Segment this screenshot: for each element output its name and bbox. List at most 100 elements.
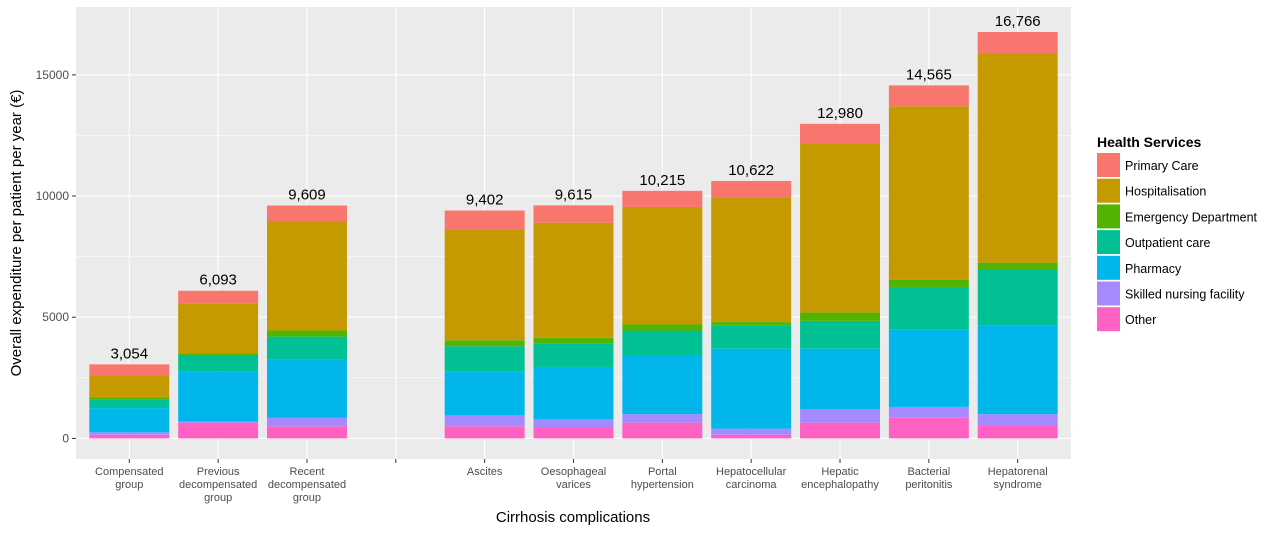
bar-segment [711, 197, 792, 323]
legend-swatch [1097, 204, 1120, 229]
bar-segment [89, 399, 170, 409]
bar-segment [622, 414, 703, 423]
bar-segment [89, 375, 170, 398]
x-tick-label: Portal hypertension [631, 466, 694, 491]
x-tick-label: Previous decompensated group [179, 466, 257, 504]
bar-segment [888, 286, 969, 330]
total-label: 9,609 [288, 187, 326, 204]
x-tick-label-line: carcinoma [726, 479, 778, 491]
bar-segment [711, 325, 792, 349]
bar-segment [178, 353, 259, 356]
x-tick-label: Ascites [467, 466, 503, 478]
bar-segment [267, 205, 347, 222]
bar-segment [622, 422, 703, 439]
bar-segment [888, 279, 969, 287]
total-label: 10,215 [639, 172, 685, 189]
bar-segment [444, 229, 525, 341]
bar-segment [444, 426, 525, 439]
bar-segment [178, 303, 259, 354]
x-tick-label-line: hypertension [631, 479, 694, 491]
bar-segment [178, 421, 259, 423]
bar-segment [977, 53, 1058, 263]
x-tick-label-line: group [293, 492, 321, 504]
bar-segment [533, 205, 614, 223]
legend-title: Health Services [1097, 134, 1201, 150]
legend-label: Emergency Department [1125, 210, 1258, 224]
bar-segment [267, 359, 347, 418]
x-tick-label-line: decompensated [179, 479, 257, 491]
total-label: 9,615 [555, 186, 593, 203]
bar-segment [622, 190, 703, 207]
bar-segment [800, 422, 880, 439]
total-label: 6,093 [199, 272, 237, 289]
legend-swatch [1097, 230, 1120, 255]
bar-segment [800, 348, 880, 410]
legend-label: Pharmacy [1125, 262, 1182, 276]
y-tick-label: 15000 [36, 68, 70, 82]
y-tick-label: 5000 [42, 310, 69, 324]
x-tick-label-line: group [115, 479, 143, 491]
bar-segment [267, 426, 347, 439]
x-tick-label: Hepatic encephalopathy [801, 466, 879, 491]
x-tick-label-line: group [204, 492, 232, 504]
legend-label: Skilled nursing facility [1125, 288, 1245, 302]
bar-segment [977, 425, 1058, 439]
x-tick-label: Oesophageal varices [541, 466, 606, 491]
bar-segment [977, 325, 1058, 415]
legend-swatch [1097, 281, 1120, 306]
bar-segment [533, 427, 614, 439]
bar-segment [267, 221, 347, 331]
bar-segment [178, 371, 259, 422]
y-tick-label: 10000 [36, 189, 70, 203]
legend: Health Services Primary Care Hospitalisat… [1097, 134, 1258, 332]
bar-segment [444, 346, 525, 372]
bar-segment [622, 330, 703, 356]
bar-segment [800, 312, 880, 321]
bar-segment [711, 180, 792, 198]
bar-segment [444, 415, 525, 427]
y-axis-title: Overall expenditure per patient per year… [8, 90, 25, 377]
bar-segment [267, 417, 347, 427]
bar-segment [267, 330, 347, 337]
bar-segment [888, 106, 969, 280]
x-tick-label-line: decompensated [268, 479, 346, 491]
legend-swatch [1097, 153, 1120, 177]
x-tick-label: Recent decompensated group [268, 466, 346, 504]
x-tick-label-line: Bacterial [907, 466, 950, 478]
x-tick-label-line: Previous [197, 466, 240, 478]
bar-segment [977, 414, 1058, 426]
total-labels: 3,054 6,093 9,609 9,402 9,615 10,215 10,622 12,… [111, 13, 1041, 362]
bar-segment [267, 336, 347, 360]
bar-segment [622, 206, 703, 325]
legend-label: Hospitalisation [1125, 185, 1206, 199]
x-tick-label: Hepatorenal syndrome [988, 466, 1048, 491]
bar-segment [888, 417, 969, 439]
bar-segment [888, 85, 969, 107]
total-label: 9,402 [466, 192, 504, 209]
x-tick-label-line: varices [556, 479, 591, 491]
x-tick-label: Hepatocellular carcinoma [716, 466, 787, 491]
x-tick-label-line: Hepatorenal [988, 466, 1048, 478]
bar-segment [178, 355, 259, 372]
total-label: 3,054 [111, 345, 149, 362]
x-tick-label: Bacterial peritonitis [905, 466, 953, 491]
bar-segment [800, 143, 880, 313]
bars [89, 32, 1058, 439]
legend-label: Primary Care [1125, 159, 1199, 173]
y-axis: 0 5000 10000 15000 [36, 68, 76, 445]
bar-segment [977, 269, 1058, 326]
bar-segment [888, 406, 969, 418]
x-tick-label-line: Oesophageal [541, 466, 606, 478]
bar-segment [178, 422, 259, 439]
legend-swatch [1097, 178, 1120, 203]
x-tick-label-line: Hepatic [821, 466, 859, 478]
bar-segment [533, 419, 614, 428]
bar-segment [533, 343, 614, 367]
bar-segment [622, 355, 703, 415]
total-label: 10,622 [728, 162, 774, 179]
x-tick-label-line: encephalopathy [801, 479, 879, 491]
legend-label: Outpatient care [1125, 236, 1211, 250]
bar-segment [89, 408, 170, 433]
bar-segment [711, 348, 792, 429]
